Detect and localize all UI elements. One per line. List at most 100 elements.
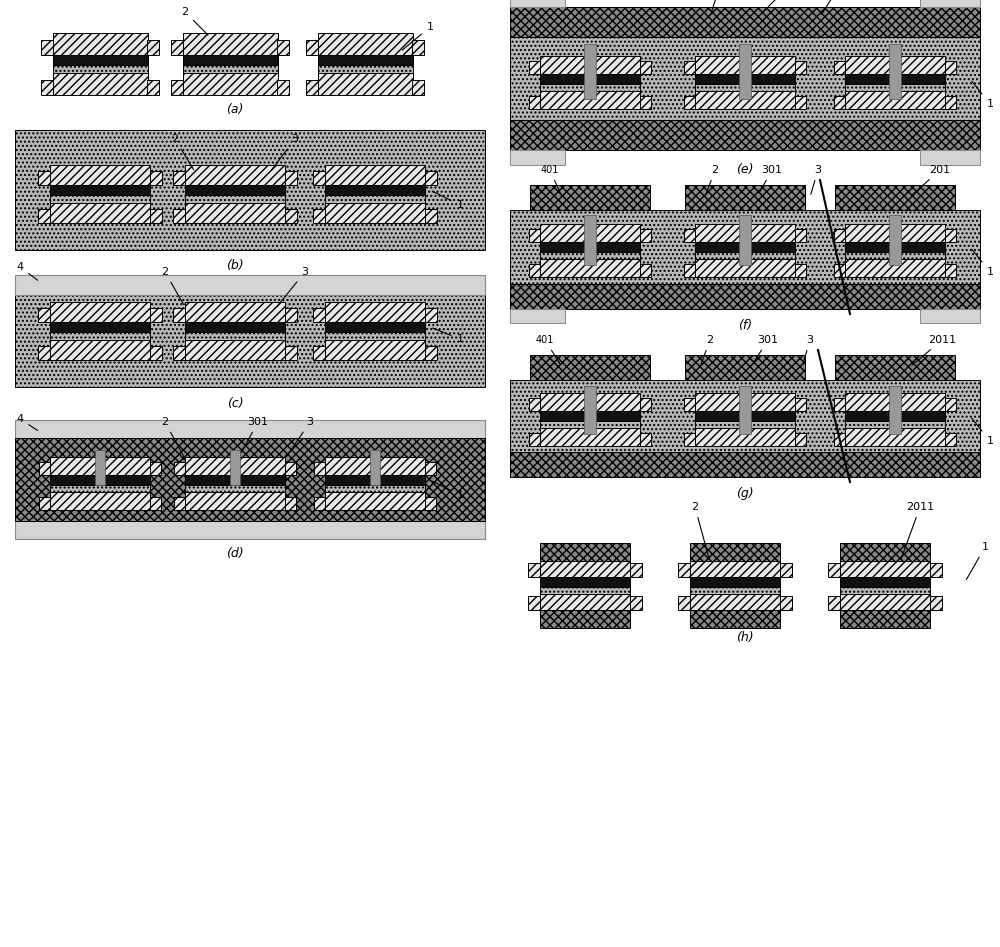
Bar (277, 40, 289, 55)
Text: 2011: 2011 (901, 502, 934, 560)
Bar (684, 433, 695, 446)
Bar (183, 55, 278, 65)
Bar (50, 195, 150, 203)
Text: 3: 3 (272, 134, 298, 170)
Bar (695, 428, 795, 446)
Bar (38, 209, 50, 223)
Bar (325, 322, 425, 332)
Bar (540, 577, 630, 587)
Bar (835, 355, 955, 380)
Bar (15, 275, 485, 295)
Bar (678, 596, 690, 610)
Bar (695, 252, 795, 259)
Bar (695, 84, 795, 91)
Bar (695, 411, 795, 421)
Text: 1: 1 (966, 542, 988, 580)
Bar (325, 185, 425, 195)
Bar (835, 185, 955, 210)
Bar (930, 596, 942, 610)
Bar (39, 497, 50, 510)
Bar (173, 308, 185, 322)
Bar (510, 0, 565, 7)
Text: (a): (a) (226, 102, 244, 116)
Bar (640, 96, 651, 109)
Bar (845, 91, 945, 109)
Bar (945, 61, 956, 74)
Bar (185, 457, 285, 475)
Bar (640, 433, 651, 446)
Bar (640, 61, 651, 74)
Bar (313, 346, 325, 360)
Bar (540, 91, 640, 109)
Bar (41, 80, 53, 95)
Bar (318, 33, 413, 55)
Bar (845, 411, 945, 421)
Bar (412, 40, 424, 55)
Bar (690, 587, 780, 594)
Text: (b): (b) (226, 259, 244, 272)
Bar (945, 229, 956, 242)
Text: 1: 1 (433, 328, 464, 344)
Bar (795, 96, 806, 109)
Bar (684, 398, 695, 411)
Bar (584, 386, 596, 434)
Bar (840, 543, 930, 561)
Bar (174, 497, 185, 510)
Bar (695, 224, 795, 242)
Bar (510, 37, 980, 120)
Bar (15, 521, 485, 539)
Bar (39, 462, 50, 475)
Bar (425, 497, 436, 510)
Bar (920, 0, 980, 7)
Bar (840, 577, 930, 587)
Bar (425, 209, 437, 223)
Bar (530, 355, 650, 380)
Text: (d): (d) (226, 547, 244, 561)
Bar (739, 386, 751, 434)
Bar (510, 210, 980, 284)
Bar (50, 302, 150, 322)
Bar (185, 195, 285, 203)
Bar (150, 308, 162, 322)
Bar (684, 264, 695, 277)
Bar (684, 61, 695, 74)
Bar (325, 203, 425, 223)
Bar (150, 346, 162, 360)
Bar (41, 40, 53, 55)
Bar (185, 322, 285, 332)
Bar (285, 171, 297, 185)
Bar (147, 40, 159, 55)
Text: 4: 4 (16, 414, 38, 431)
Text: 4: 4 (0, 946, 1, 947)
Text: 2: 2 (691, 502, 709, 560)
Bar (185, 485, 285, 492)
Bar (889, 44, 901, 99)
Bar (325, 475, 425, 485)
Bar (53, 55, 148, 65)
Text: (c): (c) (227, 397, 243, 409)
Bar (306, 80, 318, 95)
Text: 301: 301 (762, 0, 800, 13)
Bar (325, 195, 425, 203)
Bar (684, 96, 695, 109)
Bar (370, 450, 380, 485)
Bar (185, 185, 285, 195)
Bar (889, 215, 901, 265)
Bar (314, 497, 325, 510)
Bar (425, 462, 436, 475)
Bar (38, 171, 50, 185)
Text: 2: 2 (171, 134, 194, 170)
Bar (318, 65, 413, 73)
Bar (50, 492, 150, 510)
Bar (834, 96, 845, 109)
Bar (529, 264, 540, 277)
Bar (945, 264, 956, 277)
Text: (h): (h) (736, 631, 754, 644)
Bar (425, 346, 437, 360)
Bar (840, 587, 930, 594)
Text: 1: 1 (402, 22, 434, 50)
Bar (318, 73, 413, 95)
Bar (171, 40, 183, 55)
Bar (540, 594, 630, 610)
Bar (540, 84, 640, 91)
